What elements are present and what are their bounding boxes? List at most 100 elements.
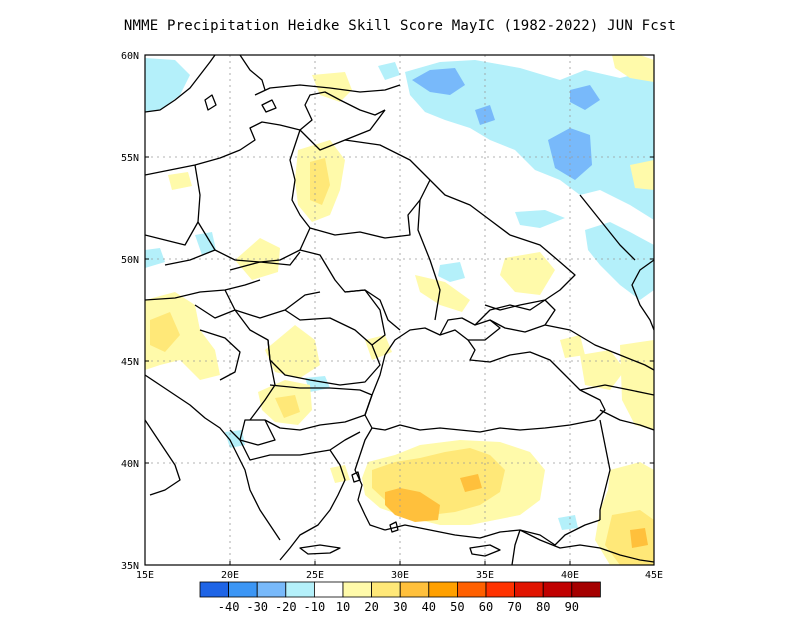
shade-pos-anatolia-core xyxy=(385,488,440,522)
shade-pos-bulgaria-core xyxy=(275,395,300,418)
border-caucasus xyxy=(544,324,654,371)
border-turkey-east xyxy=(599,419,611,520)
colorbar-label: 70 xyxy=(507,600,521,614)
coastlines-and-borders xyxy=(145,55,654,565)
colorbar-swatch xyxy=(313,581,344,598)
border-russia-belarus xyxy=(344,109,386,141)
shade-pos-russia-e xyxy=(630,160,654,190)
colorbar-label: 20 xyxy=(364,600,378,614)
shade-pos-e-turkey-core xyxy=(605,510,654,565)
border-hungary xyxy=(224,289,321,319)
shade-pos-caucasus xyxy=(560,335,585,358)
coast-azov xyxy=(474,299,556,333)
border-croatia xyxy=(194,304,236,319)
colorbar-swatch xyxy=(342,581,373,598)
coast-baltic-south xyxy=(145,91,386,176)
colorbar-label: -30 xyxy=(246,600,268,614)
lat-label-35n: 35N xyxy=(121,561,139,572)
border-slovakia xyxy=(229,251,301,271)
colorbar-label: -40 xyxy=(218,600,240,614)
border-serbia xyxy=(234,309,276,421)
colorbar xyxy=(199,581,601,598)
shade-neg-small-5 xyxy=(378,62,400,80)
border-syria xyxy=(519,529,654,563)
island-crete xyxy=(299,544,341,555)
shade-pos-crimea xyxy=(365,335,392,360)
colorbar-swatch xyxy=(485,581,516,598)
shade-pos-baltic xyxy=(312,72,352,102)
shade-pos-greece xyxy=(330,465,350,483)
lat-label-40n: 40N xyxy=(121,459,139,470)
island-rhodes xyxy=(389,521,399,533)
lon-label-45e: 45E xyxy=(645,570,663,581)
shade-neg-east xyxy=(515,210,565,228)
shade-pos-hungary xyxy=(265,325,320,378)
colorbar-label: -10 xyxy=(304,600,326,614)
colorbar-label: 30 xyxy=(393,600,407,614)
island-gotland xyxy=(204,94,217,111)
border-romania xyxy=(267,309,381,386)
border-n-macedonia xyxy=(239,419,276,446)
coast-greece-west xyxy=(234,449,281,541)
coast-caspian xyxy=(631,259,654,331)
shade-pos-russia-s xyxy=(500,252,555,295)
coast-turkey-west xyxy=(354,454,386,531)
gridlines xyxy=(145,55,654,565)
colorbar-labels: -40 -30 -20 -10 10 20 30 40 50 60 70 80 90 xyxy=(218,600,579,614)
coast-black-sea xyxy=(364,327,606,433)
lon-label-20e: 20E xyxy=(221,570,239,581)
island-lesbos xyxy=(351,471,361,483)
map-title: NMME Precipitation Heidke Skill Score Ma… xyxy=(123,18,677,34)
border-belarus xyxy=(289,129,431,239)
colorbar-swatch xyxy=(371,581,401,598)
border-germany xyxy=(145,221,199,246)
shade-neg-caspian xyxy=(585,222,654,300)
border-armenia xyxy=(599,409,654,431)
river-dnieper xyxy=(417,199,441,321)
colorbar-swatch xyxy=(514,581,544,598)
shade-pos-anatolia-core2 xyxy=(460,474,482,492)
coast-turkey-south xyxy=(384,519,601,546)
lat-label-50n: 50N xyxy=(121,255,139,266)
lat-label-55n: 55N xyxy=(121,153,139,164)
colorbar-label: 10 xyxy=(336,600,350,614)
border-ukraine-russia xyxy=(429,179,576,311)
border-austria xyxy=(145,279,261,301)
shade-pos-e-turkey-core2 xyxy=(630,528,648,548)
shade-neg-small-4 xyxy=(438,262,465,282)
colorbar-label: 50 xyxy=(450,600,464,614)
shade-neg-mid-russia xyxy=(412,68,465,95)
coast-turkey-north xyxy=(359,427,373,456)
colorbar-swatch xyxy=(285,581,315,598)
lon-ticks xyxy=(144,561,655,565)
colorbar-swatch xyxy=(256,581,287,598)
colorbar-label: 60 xyxy=(479,600,493,614)
lon-label-35e: 35E xyxy=(476,570,494,581)
lat-label-45n: 45N xyxy=(121,357,139,368)
coast-italy xyxy=(145,419,181,496)
lat-label-60n: 60N xyxy=(121,51,139,62)
island-saaremaa xyxy=(261,99,277,113)
coast-scandinavia xyxy=(145,55,216,113)
shade-pos-alps-core xyxy=(150,312,180,352)
colorbar-label: 40 xyxy=(422,600,436,614)
coast-gulf-finland xyxy=(254,84,401,96)
shade-neg-small-3 xyxy=(145,248,165,268)
border-czech xyxy=(164,249,216,266)
colorbar-swatch xyxy=(456,581,487,598)
lon-label-25e: 25E xyxy=(306,570,324,581)
shade-neg-small-2 xyxy=(195,232,216,255)
skill-score-shading xyxy=(145,55,654,565)
coast-aegean xyxy=(279,449,346,561)
colorbar-swatch xyxy=(571,581,601,598)
colorbar-swatch xyxy=(428,581,458,598)
border-poland xyxy=(194,164,311,263)
coast-finland xyxy=(239,55,266,91)
shade-pos-georgia xyxy=(580,350,625,390)
river-volga xyxy=(579,194,636,261)
coast-levant xyxy=(511,529,521,565)
colorbar-swatch xyxy=(199,581,230,598)
coast-crimea xyxy=(439,317,501,341)
colorbar-swatch xyxy=(542,581,573,598)
